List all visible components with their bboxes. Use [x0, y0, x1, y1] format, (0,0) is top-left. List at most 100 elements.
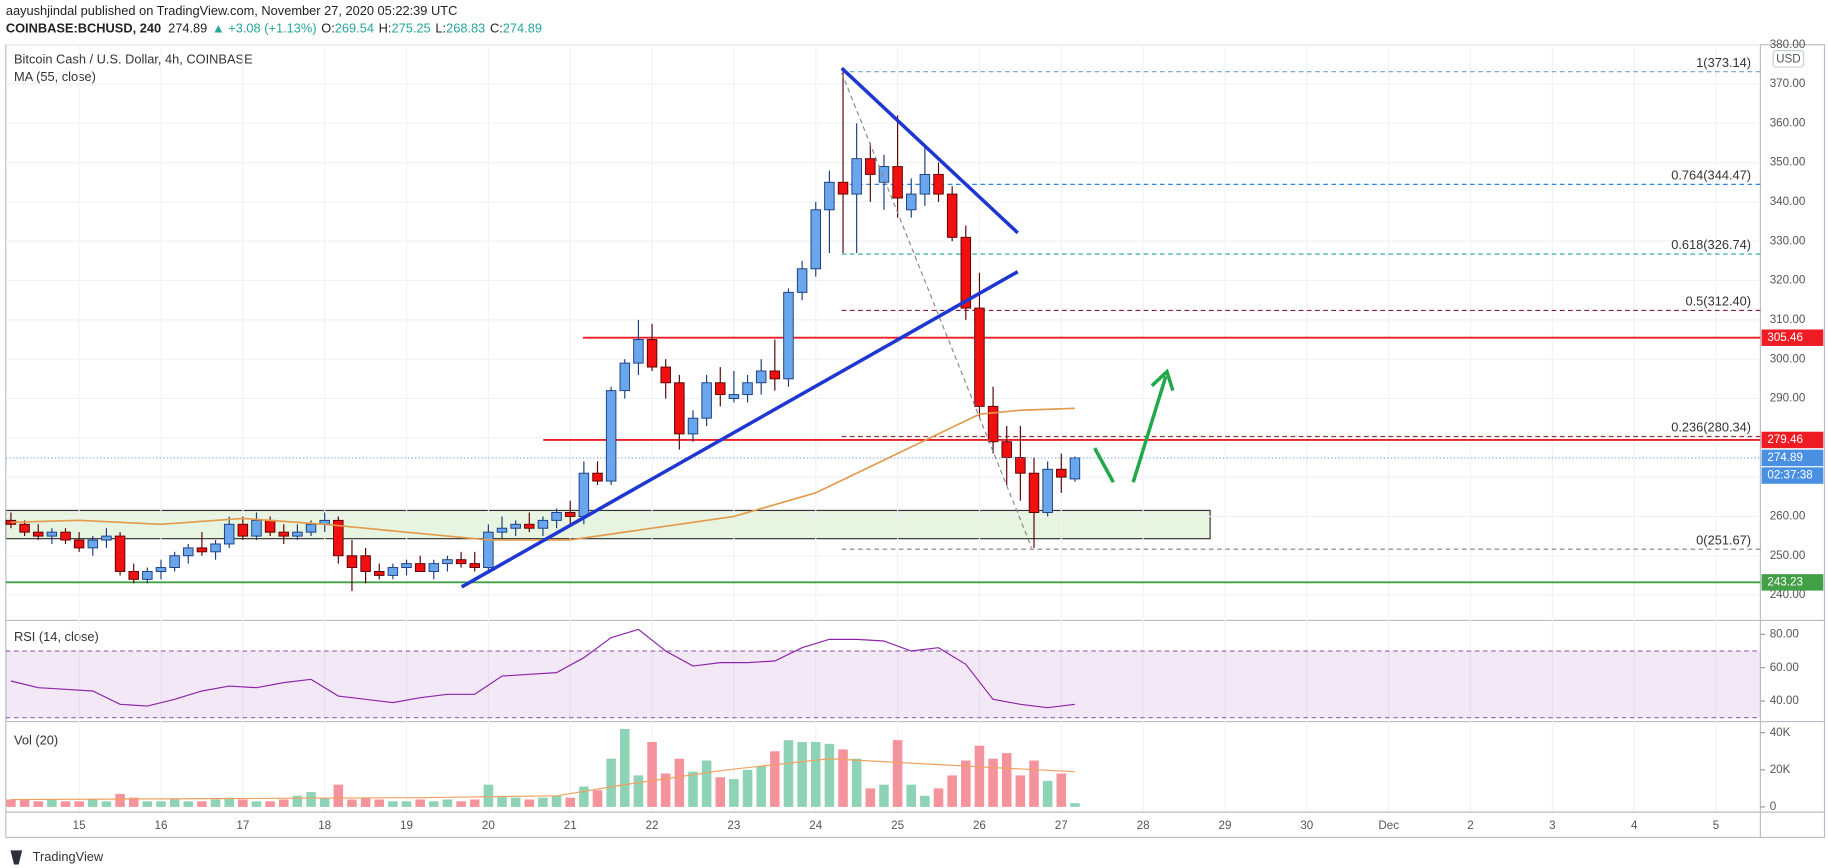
arrow-head [1150, 368, 1175, 392]
x-tick-label: 30 [1300, 819, 1313, 832]
volume-bar [906, 784, 917, 807]
drawings [460, 66, 1175, 589]
candle-body [196, 547, 208, 553]
arrow [1131, 375, 1168, 483]
x-tick-label: 3 [1549, 819, 1555, 832]
candle-body [46, 531, 58, 537]
candle-body [510, 523, 521, 529]
x-tick-label: 17 [236, 819, 249, 832]
candle-body [619, 362, 631, 392]
candle-body [128, 571, 139, 580]
ohlc-label: C: [490, 21, 503, 36]
volume-bar [251, 801, 262, 807]
currency: USD [1776, 52, 1801, 65]
candle-body [551, 512, 562, 521]
y-tick-label: 260.00 [1770, 510, 1806, 523]
candle-body [974, 307, 985, 407]
volume-bar [756, 766, 766, 807]
volume-bar [442, 799, 453, 807]
volume-bar [865, 788, 876, 807]
trend-line [840, 66, 1019, 235]
candle-body [892, 166, 903, 199]
volume-bar [429, 801, 439, 807]
candle-body [783, 291, 794, 380]
volume-legend: Vol (20) [14, 732, 58, 747]
candle-body [1001, 441, 1012, 458]
volume-bar [265, 801, 275, 807]
candle-body [87, 539, 99, 549]
candle-body [333, 519, 344, 557]
currency-box [1772, 49, 1805, 68]
candle-body [374, 571, 385, 576]
candle-body [633, 339, 644, 364]
candle-body [346, 555, 358, 569]
candle-body [223, 523, 235, 545]
candle-body [851, 158, 862, 195]
volume-bar [783, 740, 794, 807]
candle-body [101, 535, 112, 541]
volume-bar [101, 801, 112, 807]
candle-body [210, 543, 221, 553]
volume-bar [333, 784, 344, 807]
ohlc-value: 268.83 [446, 21, 485, 36]
candle-body [755, 370, 767, 384]
fib-label: 0.618(326.74) [1671, 237, 1751, 252]
fib-label: 1(373.14) [1696, 55, 1751, 70]
candle-body [605, 390, 617, 482]
candle-body [183, 547, 194, 557]
candle-body [387, 567, 399, 576]
volume-bar [742, 769, 753, 807]
candle-body [142, 571, 153, 580]
candle-body [169, 555, 180, 569]
x-tick-label: 29 [1219, 819, 1232, 832]
candle-body [496, 527, 508, 533]
rsi-line [10, 628, 1075, 709]
trend-line [460, 270, 1019, 589]
candle-body [960, 236, 972, 309]
volume-bar [729, 779, 739, 807]
volume-bar [415, 799, 425, 807]
volume-bar [579, 786, 589, 807]
candle-body [701, 382, 712, 419]
volume-bar [347, 799, 357, 807]
volume-tick-label: 20K [1770, 763, 1791, 776]
candle-body [401, 563, 412, 569]
volume-bar [224, 797, 234, 807]
candle-body [537, 519, 549, 529]
y-tick-label: 360.00 [1770, 116, 1806, 129]
price-tag [1761, 574, 1824, 591]
volume-bar [19, 799, 30, 807]
candle-body [73, 539, 85, 549]
fib-connector [841, 72, 1033, 549]
price-tag [1761, 329, 1824, 346]
candle-body [237, 523, 249, 537]
x-tick-label: 4 [1631, 819, 1638, 832]
candle-body [742, 382, 753, 396]
volume-bar [483, 784, 494, 807]
volume-bar [210, 799, 221, 807]
candle-body [524, 523, 535, 529]
candle-body [660, 366, 671, 384]
candle-body [442, 559, 453, 565]
volume-bar [1070, 803, 1080, 807]
volume-bar [810, 742, 821, 807]
candle-body [292, 531, 303, 537]
volume-bar [197, 801, 207, 807]
x-tick-label: 19 [400, 819, 413, 832]
volume-bar [551, 795, 562, 807]
volume-bar [360, 797, 371, 807]
candle-body [1028, 472, 1040, 513]
ma-legend: MA (55, close) [14, 69, 96, 84]
x-tick-label: 25 [891, 819, 904, 832]
y-tick-label: 380.00 [1770, 38, 1806, 51]
volume-bar [319, 797, 330, 807]
x-tick-label: 27 [1055, 819, 1068, 832]
volume-bar [838, 749, 848, 807]
candle-body [878, 166, 890, 183]
publisher: aayushjindal published on TradingView.co… [6, 3, 458, 18]
countdown: 02:37:38 [1767, 469, 1812, 482]
volume-bar [565, 797, 575, 807]
candle-body [728, 394, 740, 399]
volume-bar [278, 799, 289, 807]
